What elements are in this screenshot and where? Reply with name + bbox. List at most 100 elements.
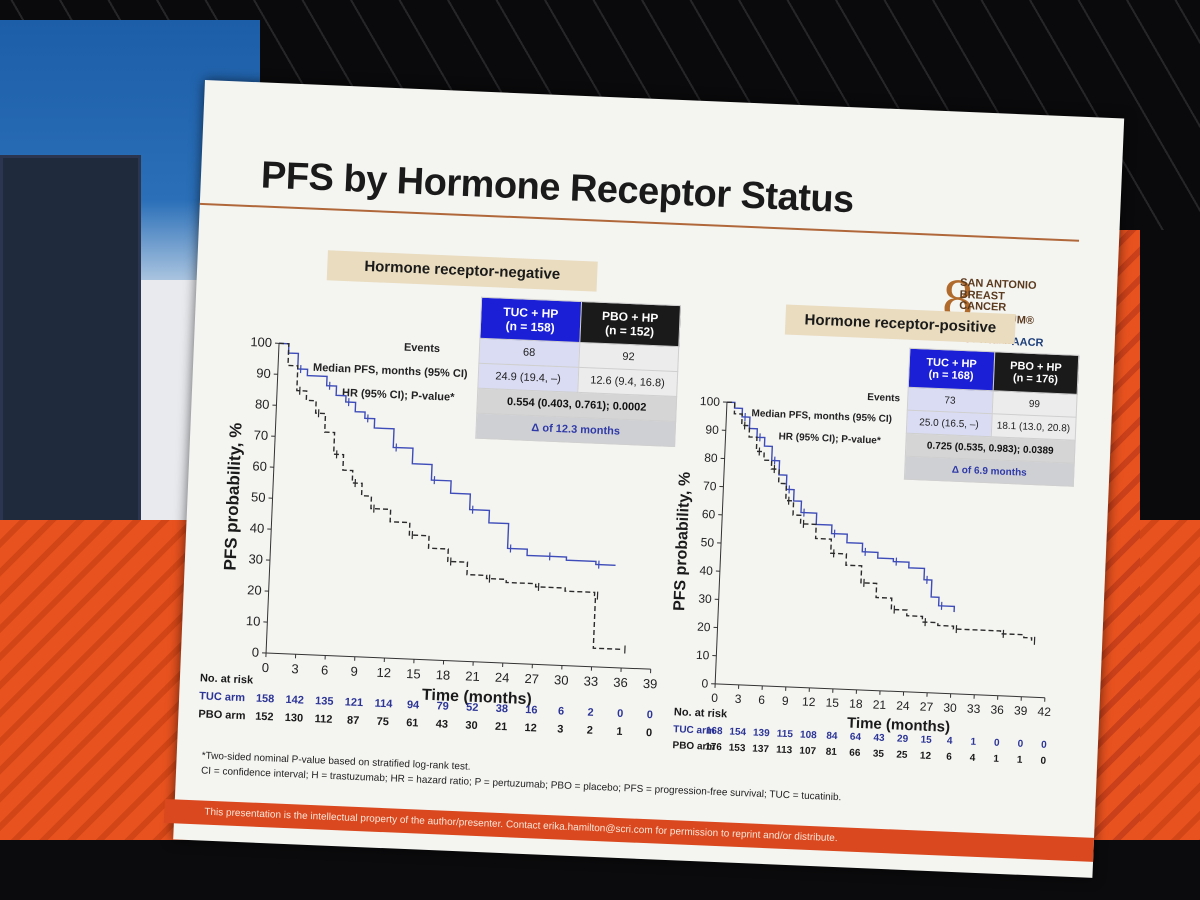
series-tuc-line xyxy=(726,401,956,613)
risk-count-pbo: 4 xyxy=(969,752,976,764)
x-tick-label: 15 xyxy=(406,666,421,682)
risk-count-pbo: 0 xyxy=(645,727,653,740)
x-tick-label: 24 xyxy=(896,699,910,714)
risk-count-tuc: 168 xyxy=(705,725,723,738)
x-tick-label: 30 xyxy=(943,700,957,715)
risk-count-tuc: 64 xyxy=(849,731,862,744)
risk-count-tuc: 154 xyxy=(729,726,747,739)
x-tick-label: 33 xyxy=(583,673,598,689)
x-tick-label: 42 xyxy=(1037,704,1051,719)
risk-count-tuc: 15 xyxy=(920,734,932,747)
x-tick-label: 9 xyxy=(350,664,358,679)
risk-count-tuc: 0 xyxy=(616,707,624,721)
y-tick-label: 40 xyxy=(699,563,713,578)
risk-count-pbo: 30 xyxy=(465,719,478,732)
x-tick-label: 30 xyxy=(554,672,569,688)
x-tick-label: 6 xyxy=(758,693,766,707)
risk-count-tuc: 158 xyxy=(255,692,275,706)
risk-count-tuc: 6 xyxy=(557,705,565,718)
risk-count-pbo: 35 xyxy=(872,748,885,761)
risk-count-tuc: 43 xyxy=(873,732,885,745)
risk-count-tuc: 0 xyxy=(1040,739,1047,751)
y-tick-label: 10 xyxy=(246,613,261,629)
risk-count-pbo: 107 xyxy=(799,745,817,758)
x-tick-label: 0 xyxy=(262,660,270,675)
risk-label-tuc: TUC arm xyxy=(198,690,246,705)
x-tick-label: 9 xyxy=(782,694,790,708)
risk-count-tuc: 121 xyxy=(344,696,364,710)
risk-count-tuc: 114 xyxy=(374,697,393,711)
risk-count-tuc: 84 xyxy=(826,730,838,743)
y-tick-label: 20 xyxy=(247,582,262,598)
risk-count-pbo: 3 xyxy=(556,723,564,736)
risk-count-tuc: 0 xyxy=(993,737,1000,749)
risk-count-tuc: 38 xyxy=(495,702,509,716)
risk-count-tuc: 52 xyxy=(465,701,479,714)
risk-count-pbo: 12 xyxy=(524,721,538,735)
risk-title: No. at risk xyxy=(673,706,728,721)
header-tuc: TUC + HP (n = 168) xyxy=(908,348,995,391)
y-tick-label: 70 xyxy=(253,427,268,443)
x-tick-label: 39 xyxy=(643,676,658,692)
y-tick-label: 40 xyxy=(250,520,265,536)
risk-count-tuc: 139 xyxy=(752,727,770,740)
footnote-abbreviations: CI = confidence interval; H = trastuzuma… xyxy=(200,765,842,804)
risk-count-tuc: 142 xyxy=(285,693,305,707)
series-pbo-line xyxy=(726,401,1033,641)
risk-count-tuc: 115 xyxy=(776,728,794,741)
y-axis-label: PFS probability, % xyxy=(671,471,694,611)
y-tick-label: 90 xyxy=(256,365,271,381)
y-tick-label: 100 xyxy=(250,334,272,350)
risk-count-pbo: 43 xyxy=(435,718,449,731)
risk-count-pbo: 112 xyxy=(314,713,333,726)
risk-count-tuc: 135 xyxy=(314,695,334,708)
risk-count-pbo: 153 xyxy=(728,742,746,755)
x-tick-label: 39 xyxy=(1014,703,1028,718)
y-tick-label: 0 xyxy=(701,676,709,690)
risk-count-tuc: 29 xyxy=(896,733,909,746)
risk-count-pbo: 2 xyxy=(586,724,594,737)
y-tick-label: 20 xyxy=(697,620,711,635)
y-tick-label: 30 xyxy=(698,592,712,607)
slide-title: PFS by Hormone Receptor Status xyxy=(260,154,855,222)
risk-count-tuc: 0 xyxy=(1017,738,1024,750)
risk-count-pbo: 0 xyxy=(1040,755,1047,767)
risk-count-pbo: 21 xyxy=(494,720,508,734)
risk-count-pbo: 6 xyxy=(945,751,953,763)
risk-count-pbo: 113 xyxy=(775,744,793,757)
y-tick-label: 10 xyxy=(696,648,710,663)
risk-count-tuc: 94 xyxy=(406,699,420,712)
risk-count-tuc: 2 xyxy=(587,706,594,719)
x-tick-label: 3 xyxy=(291,661,299,676)
risk-label-pbo: PBO arm xyxy=(198,708,246,723)
x-tick-label: 12 xyxy=(802,695,816,710)
risk-count-pbo: 81 xyxy=(825,746,838,759)
risk-title: No. at risk xyxy=(199,672,254,687)
x-tick-label: 12 xyxy=(376,665,391,681)
risk-count-pbo: 1 xyxy=(1016,754,1023,766)
aacr-logo: AACR xyxy=(1011,336,1044,350)
y-tick-label: 50 xyxy=(700,535,714,550)
y-tick-label: 60 xyxy=(252,458,267,474)
y-axis-label: PFS probability, % xyxy=(220,422,245,571)
x-tick-label: 27 xyxy=(920,699,934,714)
risk-count-pbo: 75 xyxy=(376,715,390,729)
x-tick-label: 36 xyxy=(990,702,1004,717)
y-axis-line xyxy=(265,343,280,654)
y-tick-label: 50 xyxy=(251,489,266,505)
x-tick-label: 36 xyxy=(613,675,628,691)
risk-count-pbo: 152 xyxy=(254,710,274,724)
y-tick-label: 100 xyxy=(700,394,721,409)
y-tick-label: 80 xyxy=(255,396,270,412)
y-tick-label: 80 xyxy=(704,451,718,466)
risk-count-tuc: 16 xyxy=(525,703,538,717)
x-axis-line xyxy=(266,652,651,670)
x-tick-label: 21 xyxy=(465,668,480,684)
x-tick-label: 24 xyxy=(495,670,510,686)
presentation-slide: PFS by Hormone Receptor Status 8 SAN ANT… xyxy=(163,80,1125,878)
risk-count-pbo: 25 xyxy=(896,749,908,762)
series-pbo-line xyxy=(279,342,622,651)
risk-count-pbo: 87 xyxy=(346,714,360,728)
y-tick-label: 70 xyxy=(703,479,717,494)
